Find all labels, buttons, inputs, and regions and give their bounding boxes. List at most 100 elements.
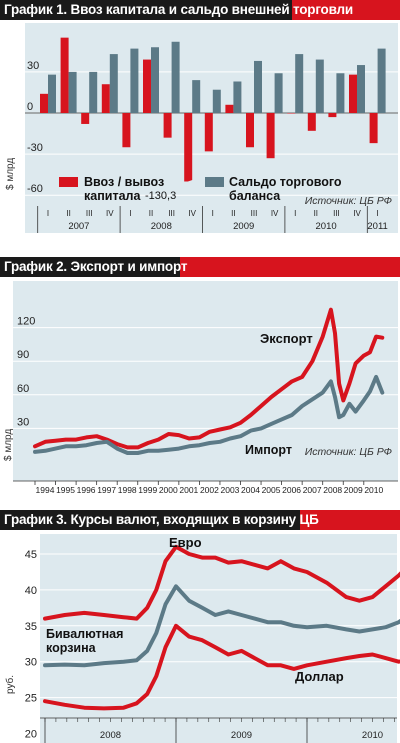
x-tick-year: 2009 bbox=[231, 730, 252, 741]
bar-trade bbox=[171, 41, 180, 114]
chart1-ylabel: $ млрд bbox=[5, 158, 16, 190]
y-tick-label: 90 bbox=[17, 349, 29, 361]
title-background bbox=[0, 0, 292, 20]
y-tick-label: 30 bbox=[17, 416, 29, 428]
y-tick-label: -60 bbox=[27, 183, 43, 195]
y-tick-label: 45 bbox=[25, 549, 37, 561]
x-tick-quarter: I bbox=[47, 209, 49, 218]
y-tick-label: 35 bbox=[25, 621, 37, 633]
label-dollar: Доллар bbox=[295, 669, 344, 684]
x-tick-year: 1999 bbox=[138, 485, 157, 495]
line-basket bbox=[43, 584, 400, 668]
chart3-plot-area bbox=[40, 534, 397, 728]
bar-trade bbox=[295, 54, 304, 113]
label-import: Импорт bbox=[245, 443, 292, 457]
chart2-panel: График 2. Экспорт и импорт 120 90 60 30 1994… bbox=[0, 257, 400, 500]
x-tick-year: 2009 bbox=[233, 221, 254, 232]
y-tick-label: 20 bbox=[25, 729, 37, 741]
bar-capital bbox=[101, 84, 110, 113]
x-tick-quarter: II bbox=[314, 209, 318, 218]
bar-capital bbox=[307, 113, 316, 131]
y-tick-label: 60 bbox=[17, 383, 29, 395]
bar-trade bbox=[130, 48, 139, 113]
x-axis-band bbox=[40, 718, 397, 743]
x-tick-year: 2000 bbox=[159, 485, 178, 495]
x-tick-year: 1998 bbox=[118, 485, 137, 495]
label-basket-line2: корзина bbox=[46, 641, 97, 655]
chart2-ylabel: $ млрд bbox=[3, 429, 14, 461]
x-tick-quarter: I bbox=[376, 209, 378, 218]
legend-trade-line1: Сальдо торгового bbox=[229, 175, 342, 189]
bar-capital bbox=[81, 113, 90, 124]
bar-capital bbox=[204, 113, 213, 152]
x-tick-year: 2001 bbox=[179, 485, 198, 495]
title-accent bbox=[292, 0, 400, 20]
chart3-panel: График 3. Курсы валют, входящих в корзин… bbox=[0, 510, 400, 743]
title-accent bbox=[300, 510, 400, 530]
line-import bbox=[33, 374, 385, 455]
x-tick-year: 1997 bbox=[97, 485, 116, 495]
y-tick-label: 120 bbox=[17, 316, 35, 328]
bar-trade bbox=[274, 73, 283, 113]
annotation-130: -130,3 bbox=[145, 190, 176, 202]
chart3-title: График 3. Курсы валют, входящих в корзин… bbox=[4, 512, 319, 527]
chart2-title-bar: График 2. Экспорт и импорт bbox=[0, 257, 400, 277]
x-tick-year: 2010 bbox=[364, 485, 383, 495]
legend-swatch-capital bbox=[59, 177, 78, 187]
title-background bbox=[0, 510, 300, 530]
title-background bbox=[0, 257, 180, 277]
bar-capital bbox=[246, 113, 254, 148]
legend-trade-line2: баланса bbox=[229, 189, 281, 203]
y-tick-label: 30 bbox=[25, 657, 37, 669]
bar-trade bbox=[233, 81, 242, 113]
chart3-ylabel: руб. bbox=[4, 675, 16, 694]
x-tick-quarter: II bbox=[149, 209, 153, 218]
bar-trade bbox=[336, 73, 345, 113]
bar-capital bbox=[349, 74, 357, 113]
chart3-title-bar: График 3. Курсы валют, входящих в корзин… bbox=[0, 510, 400, 530]
bar-capital bbox=[40, 93, 48, 113]
bar-trade bbox=[254, 60, 262, 113]
bar-capital bbox=[369, 113, 378, 144]
bar-trade bbox=[357, 65, 365, 113]
x-tick-year: 1994 bbox=[36, 485, 55, 495]
bar-capital bbox=[184, 113, 193, 182]
chart3-svg: 4540353025202008200920102011 Евро Бивалю… bbox=[4, 534, 400, 743]
bar-capital bbox=[143, 59, 151, 113]
x-tick-quarter: II bbox=[231, 209, 235, 218]
bar-capital bbox=[328, 113, 337, 118]
x-tick-year: 2009 bbox=[344, 485, 363, 495]
y-tick-label: 40 bbox=[25, 585, 37, 597]
bar-trade bbox=[151, 47, 159, 113]
chart1-title-bar: График 1. Ввоз капитала и сальдо внешней… bbox=[0, 0, 400, 20]
legend-capital-line1: Ввоз / вывоз bbox=[84, 175, 164, 189]
label-euro: Евро bbox=[169, 535, 202, 550]
x-tick-quarter: I bbox=[129, 209, 131, 218]
bar-trade bbox=[212, 89, 221, 113]
bar-capital bbox=[60, 37, 69, 113]
bar-trade bbox=[315, 59, 324, 113]
x-axis-band bbox=[25, 206, 398, 233]
chart1-panel: График 1. Ввоз капитала и сальдо внешней… bbox=[0, 0, 400, 243]
x-tick-quarter: III bbox=[333, 209, 340, 218]
x-tick-year: 2008 bbox=[100, 730, 121, 741]
x-tick-year: 2007 bbox=[68, 221, 89, 232]
bar-capital bbox=[266, 113, 275, 159]
line-export bbox=[33, 307, 385, 450]
bar-break-mark bbox=[181, 179, 195, 186]
x-tick-quarter: III bbox=[168, 209, 175, 218]
bar-trade bbox=[89, 71, 98, 113]
x-tick-year: 2005 bbox=[262, 485, 281, 495]
x-tick-year: 2011 bbox=[367, 221, 387, 232]
x-tick-year: 2006 bbox=[282, 485, 301, 495]
x-tick-quarter: III bbox=[251, 209, 258, 218]
bar-trade bbox=[68, 71, 77, 113]
x-tick-quarter: IV bbox=[106, 209, 114, 218]
x-tick-quarter: IV bbox=[188, 209, 196, 218]
legend-capital-line2: капитала bbox=[84, 189, 141, 203]
x-tick-year: 2008 bbox=[323, 485, 342, 495]
line-euro bbox=[43, 544, 400, 621]
chart2-title: График 2. Экспорт и импорт bbox=[4, 259, 188, 274]
chart1-source: Источник: ЦБ РФ bbox=[305, 195, 392, 207]
